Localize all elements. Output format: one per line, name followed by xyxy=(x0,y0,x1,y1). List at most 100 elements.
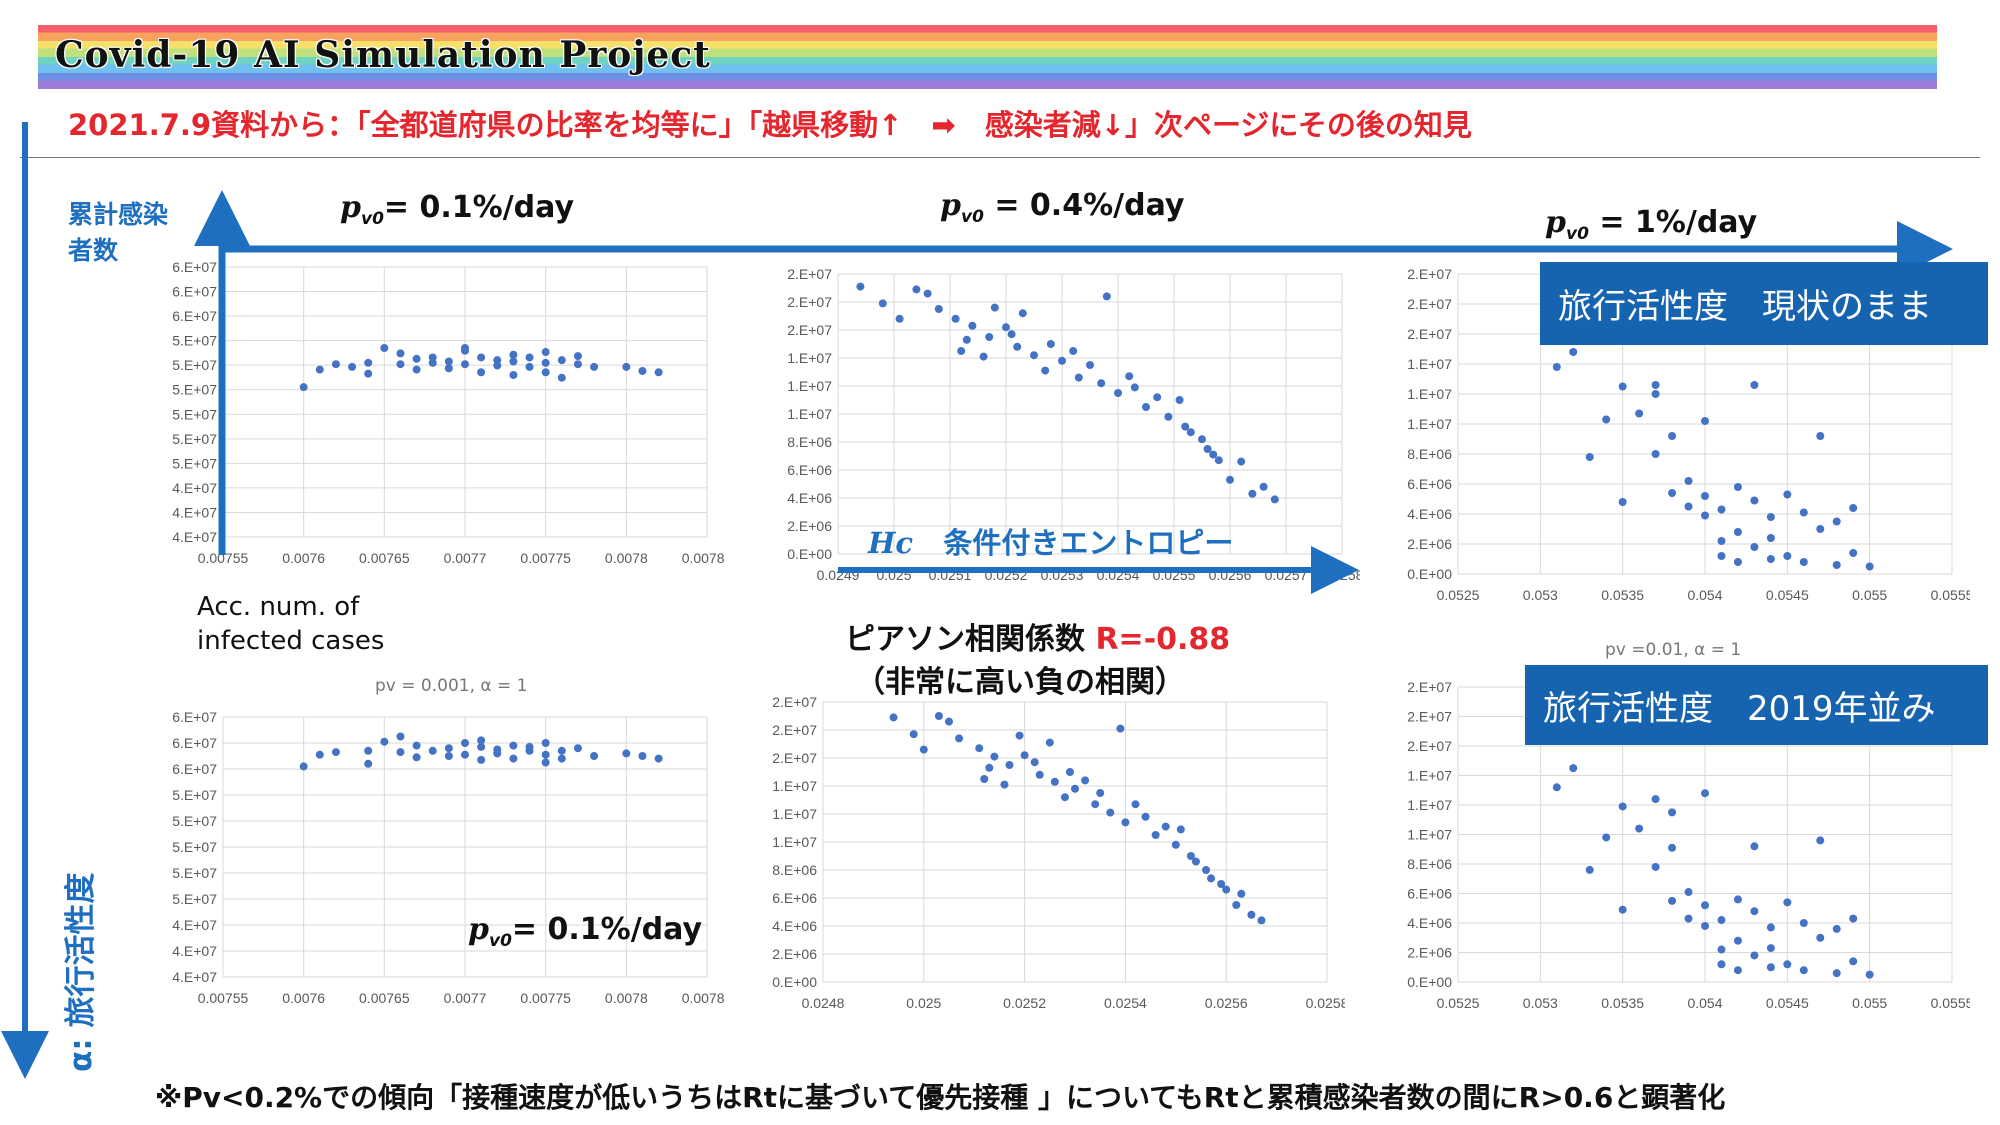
scatter-point xyxy=(525,362,534,371)
footer-note: ※Pv<0.2%での傾向「接種速度が低いうちはRtに基づいて優先接種 」について… xyxy=(155,1081,1726,1114)
scatter-point xyxy=(1013,342,1022,351)
scatter-point xyxy=(975,744,984,753)
y-tick-label: 0.E+00 xyxy=(772,974,817,990)
scatter-point xyxy=(1045,738,1054,747)
scatter-point xyxy=(638,752,647,760)
x-tick-label: 0.0076 xyxy=(282,550,325,566)
scatter-svg: 0.E+00 2.E+06 4.E+06 6.E+06 8.E+06 1.E+07 1.E+… xyxy=(787,266,1360,583)
scatter-point xyxy=(1259,482,1268,491)
scatter-point xyxy=(654,368,663,377)
y-tick-label: 4.E+06 xyxy=(772,918,817,934)
scatter-point xyxy=(638,366,647,375)
scatter-point xyxy=(1733,528,1742,536)
y-tick-label: 2.E+07 xyxy=(772,750,817,766)
chart-bottom-mid: 0.E+00 2.E+06 4.E+06 6.E+06 8.E+06 1.E+07 1.E+… xyxy=(745,690,1345,1030)
scatter-point xyxy=(895,314,904,323)
y-tick-label: 1.E+07 xyxy=(1407,768,1452,784)
scatter-point xyxy=(1237,457,1246,466)
y-tick-label: 5.E+07 xyxy=(172,382,217,398)
scatter-point xyxy=(525,742,534,751)
scatter-point xyxy=(1602,415,1611,424)
scatter-point xyxy=(1226,475,1234,484)
scatter-point xyxy=(1849,549,1858,557)
y-tick-label: 1.E+07 xyxy=(772,806,817,822)
scatter-point xyxy=(1733,966,1742,975)
scatter-point xyxy=(1071,784,1079,793)
y-tick-label: 6.E+06 xyxy=(1407,886,1452,902)
y-tick-label: 5.E+07 xyxy=(172,787,217,803)
scatter-svg: 4.E+07 4.E+07 4.E+07 5.E+07 5.E+07 5.E+07 5.E+… xyxy=(172,709,725,1006)
scatter-point xyxy=(541,348,550,357)
scatter-point xyxy=(299,762,308,771)
scatter-point xyxy=(1018,309,1027,318)
pearson-label: ピアソン相関係数 R=-0.88 xyxy=(845,622,1231,657)
y-tick-label: 4.E+07 xyxy=(172,917,217,933)
scatter-point xyxy=(1000,780,1009,789)
x-tick-label: 0.055 xyxy=(1852,587,1887,603)
scatter-point xyxy=(1569,764,1578,773)
scatter-point xyxy=(923,289,932,298)
scatter-point xyxy=(1832,561,1841,569)
scatter-point xyxy=(945,717,953,726)
scatter-point xyxy=(1717,537,1726,545)
y-tick-label: 5.E+07 xyxy=(172,813,217,829)
x-tick-label: 0.0555 xyxy=(1931,995,1970,1011)
y-tick-label: 6.E+07 xyxy=(172,284,217,300)
scatter-point xyxy=(1701,789,1709,798)
scatter-point xyxy=(1015,731,1024,740)
scatter-point xyxy=(1002,323,1010,332)
y-tick-label: 2.E+07 xyxy=(1407,679,1452,695)
y-tick-label: 2.E+07 xyxy=(1407,326,1452,342)
scatter-point xyxy=(1585,453,1594,461)
scatter-point xyxy=(1766,963,1775,972)
scatter-point xyxy=(509,741,518,750)
x-tick-label: 0.0078 xyxy=(605,990,648,1006)
scatter-point xyxy=(1058,356,1066,365)
scatter-point xyxy=(1125,372,1134,381)
scatter-point xyxy=(477,368,486,377)
scatter-point xyxy=(1151,831,1160,839)
scatter-point xyxy=(1164,412,1173,421)
x-tick-label: 0.00775 xyxy=(520,550,571,566)
y-tick-label: 2.E+06 xyxy=(1407,536,1452,552)
scatter-point xyxy=(1668,808,1677,817)
scatter-point xyxy=(1222,885,1231,894)
scatter-point xyxy=(461,360,469,369)
scatter-point xyxy=(1668,843,1677,852)
scatter-point xyxy=(573,744,582,753)
scatter-point xyxy=(889,713,898,722)
scatter-point xyxy=(1783,552,1792,560)
scatter-point xyxy=(985,763,994,772)
scatter-point xyxy=(412,753,421,762)
scatter-point xyxy=(990,303,999,312)
x-tick-label: 0.0076 xyxy=(282,990,325,1006)
scatter-point xyxy=(1668,489,1677,497)
scatter-point xyxy=(380,344,389,352)
y-tick-label: 2.E+07 xyxy=(1407,738,1452,754)
scatter-point xyxy=(1701,901,1709,910)
scatter-point xyxy=(1816,525,1825,533)
scatter-point xyxy=(331,748,340,757)
scatter-point xyxy=(1007,330,1016,339)
scatter-point xyxy=(412,354,421,363)
scatter-point xyxy=(1651,795,1660,804)
scatter-point xyxy=(1799,919,1808,927)
scatter-point xyxy=(1270,495,1279,504)
y-tick-label: 1.E+07 xyxy=(1407,827,1452,843)
scatter-point xyxy=(428,746,437,755)
scatter-point xyxy=(968,321,977,330)
travel-box-top: 旅行活性度 現状のまま xyxy=(1540,262,1988,345)
scatter-point xyxy=(1176,825,1185,834)
y-tick-label: 1.E+07 xyxy=(772,834,817,850)
scatter-point xyxy=(1865,562,1874,571)
scatter-point xyxy=(990,752,999,761)
scatter-point xyxy=(1816,836,1825,845)
scatter-point xyxy=(1766,944,1775,953)
scatter-point xyxy=(654,754,663,763)
x-tick-label: 0.0535 xyxy=(1601,587,1644,603)
scatter-point xyxy=(541,750,550,759)
x-tick-label: 0.00755 xyxy=(198,550,249,566)
scatter-point xyxy=(477,755,486,764)
x-tick-label: 0.00765 xyxy=(359,990,410,1006)
title-top-right: pv0 = 1%/day xyxy=(1545,205,1758,244)
